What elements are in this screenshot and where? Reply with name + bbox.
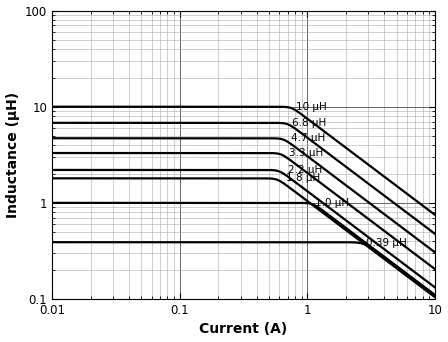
Text: 1.0 μH: 1.0 μH: [315, 198, 349, 208]
Text: 2.2 μH: 2.2 μH: [288, 165, 322, 175]
Y-axis label: Inductance (μH): Inductance (μH): [5, 92, 20, 218]
X-axis label: Current (A): Current (A): [199, 323, 288, 337]
Text: 1.8 μH: 1.8 μH: [286, 173, 320, 183]
Text: 10 μH: 10 μH: [297, 102, 327, 112]
Text: 0.39 μH: 0.39 μH: [366, 238, 407, 248]
Text: 6.8 μH: 6.8 μH: [292, 118, 327, 128]
Text: 4.7 μH: 4.7 μH: [291, 133, 325, 143]
Text: 3.3 μH: 3.3 μH: [289, 148, 323, 158]
